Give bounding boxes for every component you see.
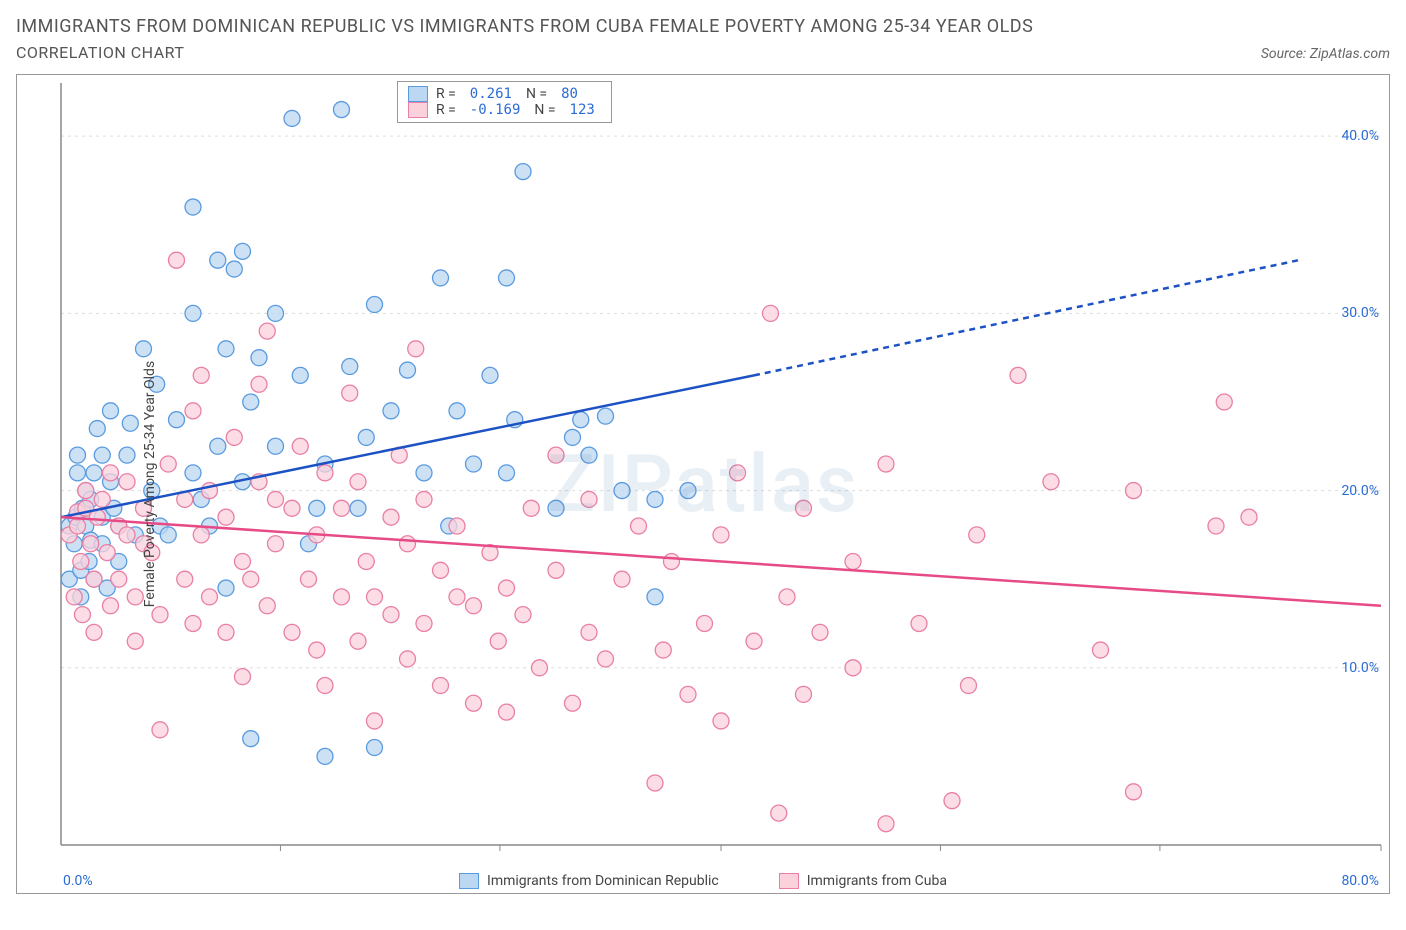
chart-container: Female Poverty Among 25-34 Year Olds ZIP… bbox=[16, 74, 1390, 894]
chart-title: IMMIGRANTS FROM DOMINICAN REPUBLIC VS IM… bbox=[16, 16, 1390, 37]
y-tick-label: 30.0% bbox=[1341, 305, 1379, 321]
chart-subtitle: CORRELATION CHART bbox=[16, 43, 184, 62]
correlation-legend: R = 0.261 N = 80 R = -0.169 N = 123 bbox=[397, 81, 612, 123]
chart-source: Source: ZipAtlas.com bbox=[1261, 46, 1390, 62]
y-tick-label: 40.0% bbox=[1341, 128, 1379, 144]
legend-swatch-bottom-b bbox=[779, 873, 799, 889]
y-axis-label: Female Poverty Among 25-34 Year Olds bbox=[142, 361, 158, 607]
legend-row-series-b: R = -0.169 N = 123 bbox=[408, 102, 601, 118]
scatter-plot bbox=[17, 75, 1391, 895]
legend-label-b: Immigrants from Cuba bbox=[807, 873, 947, 889]
y-tick-label: 10.0% bbox=[1341, 660, 1379, 676]
legend-swatch-b bbox=[408, 102, 428, 118]
legend-swatch-a bbox=[408, 86, 428, 102]
legend-label-a: Immigrants from Dominican Republic bbox=[487, 873, 719, 889]
legend-n-value-b: 123 bbox=[564, 102, 601, 118]
legend-n-value-a: 80 bbox=[555, 86, 584, 102]
series-legend: Immigrants from Dominican Republic Immig… bbox=[17, 873, 1389, 889]
legend-n-label-a: N = bbox=[526, 86, 547, 102]
legend-r-label-a: R = bbox=[436, 86, 456, 102]
legend-swatch-bottom-a bbox=[459, 873, 479, 889]
legend-r-value-a: 0.261 bbox=[464, 86, 518, 102]
legend-r-label-b: R = bbox=[436, 102, 456, 118]
y-tick-label: 20.0% bbox=[1341, 483, 1379, 499]
legend-n-label-b: N = bbox=[534, 102, 555, 118]
legend-r-value-b: -0.169 bbox=[464, 102, 527, 118]
legend-row-series-a: R = 0.261 N = 80 bbox=[408, 86, 601, 102]
legend-item-b: Immigrants from Cuba bbox=[779, 873, 947, 889]
legend-item-a: Immigrants from Dominican Republic bbox=[459, 873, 719, 889]
